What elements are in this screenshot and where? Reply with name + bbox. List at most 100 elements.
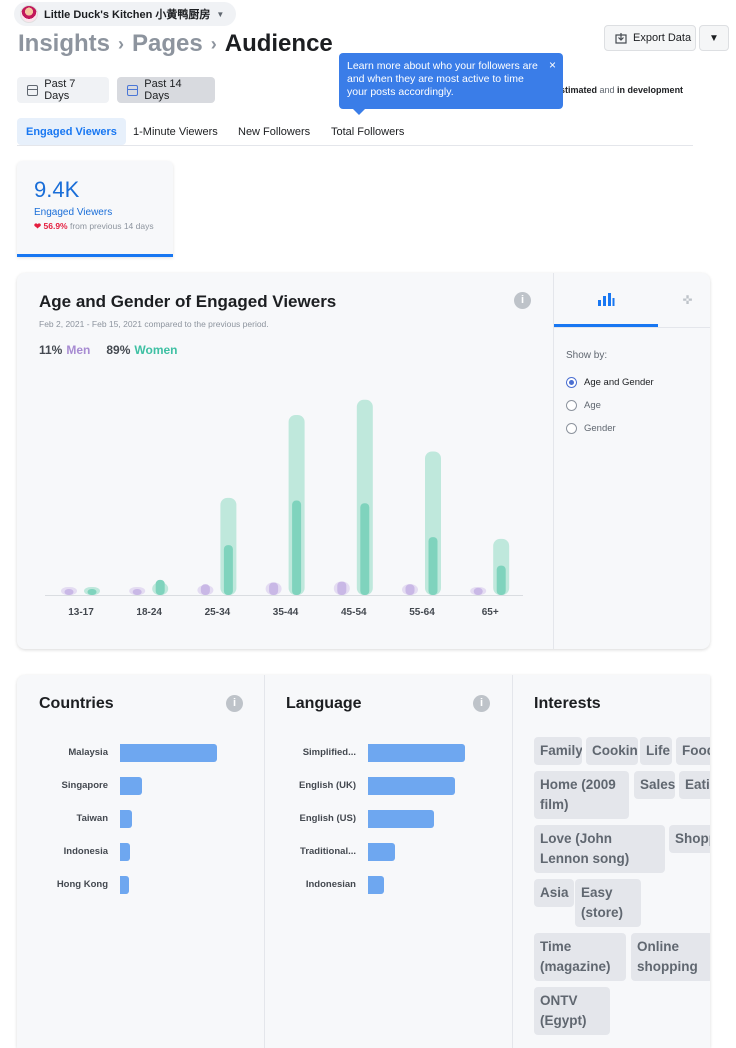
- radio-icon: [566, 377, 577, 388]
- chart-options-panel: ✜ Show by: Age and Gender Age Gender: [553, 273, 710, 649]
- interest-chip[interactable]: Asia: [534, 879, 574, 907]
- interest-chip[interactable]: Online shopping: [631, 933, 710, 981]
- interest-chip[interactable]: Life: [640, 737, 672, 765]
- interest-chip[interactable]: Time (magazine): [534, 933, 626, 981]
- x-tick-label: 65+: [482, 607, 499, 618]
- countries-card: Countries i Malaysia Singapore Taiwan Indon…: [17, 675, 264, 1048]
- men-bar[interactable]: [405, 584, 415, 595]
- tooltip-text: Learn more about who your followers are …: [347, 60, 538, 98]
- interest-chip[interactable]: Home (2009 film): [534, 771, 629, 819]
- language-title: Language: [286, 695, 362, 712]
- women-bar[interactable]: [155, 579, 165, 595]
- bar-label: Malaysia: [68, 747, 108, 758]
- x-tick-label: 13-17: [68, 607, 94, 618]
- bar[interactable]: [120, 810, 132, 828]
- women-bar[interactable]: [223, 545, 233, 595]
- past-7-days-button[interactable]: Past 7 Days: [17, 77, 109, 103]
- radio-age[interactable]: Age: [566, 400, 601, 411]
- age-gender-panel: Age and Gender of Engaged Viewers i Feb …: [17, 273, 710, 649]
- tab-map[interactable]: ✜: [664, 273, 710, 327]
- women-bar[interactable]: [360, 503, 370, 595]
- bar[interactable]: [368, 876, 384, 894]
- bar-label: Taiwan: [76, 813, 109, 824]
- bar[interactable]: [368, 810, 434, 828]
- page-title: Audience: [224, 30, 333, 57]
- tab-engaged-viewers[interactable]: Engaged Viewers: [17, 118, 126, 145]
- chart-subtitle: Feb 2, 2021 - Feb 15, 2021 compared to t…: [39, 319, 269, 329]
- calendar-icon: [127, 84, 139, 96]
- women-bar[interactable]: [292, 500, 302, 595]
- interest-chip[interactable]: Food: [676, 737, 710, 765]
- men-bar[interactable]: [337, 581, 347, 595]
- avatar: [20, 5, 38, 23]
- radio-gender[interactable]: Gender: [566, 423, 616, 434]
- bar[interactable]: [368, 744, 465, 762]
- x-tick-label: 18-24: [136, 607, 162, 618]
- men-bar[interactable]: [64, 589, 74, 595]
- breadcrumb-insights[interactable]: Insights: [18, 30, 111, 57]
- range-label: Past 7 Days: [44, 78, 76, 102]
- export-dropdown-button[interactable]: ▼: [699, 25, 729, 51]
- export-data-button[interactable]: Export Data: [604, 25, 696, 51]
- men-bar[interactable]: [269, 582, 279, 595]
- divider: [554, 327, 710, 328]
- summary-card[interactable]: 9.4K Engaged Viewers ❤ 56.9% from previo…: [17, 161, 173, 257]
- interest-chip[interactable]: Family: [534, 737, 582, 765]
- interest-chip[interactable]: Love (John Lennon song): [534, 825, 665, 873]
- men-bar[interactable]: [132, 589, 142, 595]
- bar[interactable]: [120, 843, 130, 861]
- tab-bar-chart[interactable]: [554, 273, 658, 327]
- divider: [512, 675, 513, 1048]
- bar[interactable]: [120, 744, 217, 762]
- change-percent: 56.9%: [43, 221, 68, 231]
- bar[interactable]: [120, 777, 143, 795]
- page-name: Little Duck's Kitchen 小黄鸭厨房: [44, 9, 211, 21]
- chevron-down-icon: ▼: [216, 9, 225, 19]
- interest-chip[interactable]: Cooking: [586, 737, 638, 765]
- radio-age-and-gender[interactable]: Age and Gender: [566, 377, 654, 388]
- x-tick-label: 25-34: [205, 607, 231, 618]
- bar-label: Singapore: [61, 780, 108, 791]
- info-icon[interactable]: i: [514, 292, 531, 309]
- interest-chip[interactable]: Sales: [634, 771, 675, 799]
- caret-down-icon: ▼: [709, 32, 719, 44]
- bar-label: Hong Kong: [56, 879, 108, 890]
- breadcrumb: Insights › Pages › Audience: [18, 30, 333, 58]
- bar[interactable]: [368, 777, 456, 795]
- estimated-note: stimated and in development: [560, 85, 684, 95]
- interest-chip[interactable]: Eating: [679, 771, 710, 799]
- bar-label: English (US): [299, 813, 356, 824]
- breadcrumb-pages[interactable]: Pages: [132, 30, 203, 57]
- men-bar[interactable]: [473, 587, 483, 595]
- summary-label: Engaged Viewers: [34, 207, 113, 218]
- close-icon[interactable]: ×: [548, 58, 556, 72]
- women-bar[interactable]: [496, 565, 506, 595]
- bar-label: Indonesian: [305, 879, 356, 890]
- divider: [264, 675, 265, 1048]
- bar-label: Simplified...: [302, 747, 356, 758]
- page-selector[interactable]: Little Duck's Kitchen 小黄鸭厨房 ▼: [14, 2, 237, 26]
- chart-title: Age and Gender of Engaged Viewers: [39, 292, 337, 311]
- age-gender-chart: 13-17 18-24 25-34 35-44 45-54 55-64 65+: [45, 399, 523, 618]
- summary-change: ❤ 56.9% from previous 14 days: [34, 221, 173, 232]
- info-icon[interactable]: i: [473, 695, 490, 712]
- interest-chip[interactable]: ONTV (Egypt): [534, 987, 610, 1035]
- tab-1-minute-viewers[interactable]: 1-Minute Viewers: [133, 125, 218, 138]
- bar[interactable]: [368, 843, 396, 861]
- bar-label: Indonesia: [63, 846, 108, 857]
- interest-chip[interactable]: Shopping: [669, 825, 710, 853]
- tab-new-followers[interactable]: New Followers: [238, 125, 311, 138]
- interest-chip[interactable]: Easy (store): [575, 879, 641, 927]
- interests-title: Interests: [534, 695, 601, 712]
- countries-title: Countries: [39, 695, 114, 712]
- range-label: Past 14 Days: [144, 78, 182, 102]
- women-bar[interactable]: [87, 589, 97, 595]
- info-icon[interactable]: i: [226, 695, 243, 712]
- bar[interactable]: [120, 876, 129, 894]
- tab-total-followers[interactable]: Total Followers: [331, 125, 405, 138]
- past-14-days-button[interactable]: Past 14 Days: [117, 77, 215, 103]
- bar-chart-icon: [598, 292, 615, 306]
- women-share: 89% Women: [106, 343, 178, 357]
- women-bar[interactable]: [428, 537, 438, 595]
- men-bar[interactable]: [200, 584, 210, 595]
